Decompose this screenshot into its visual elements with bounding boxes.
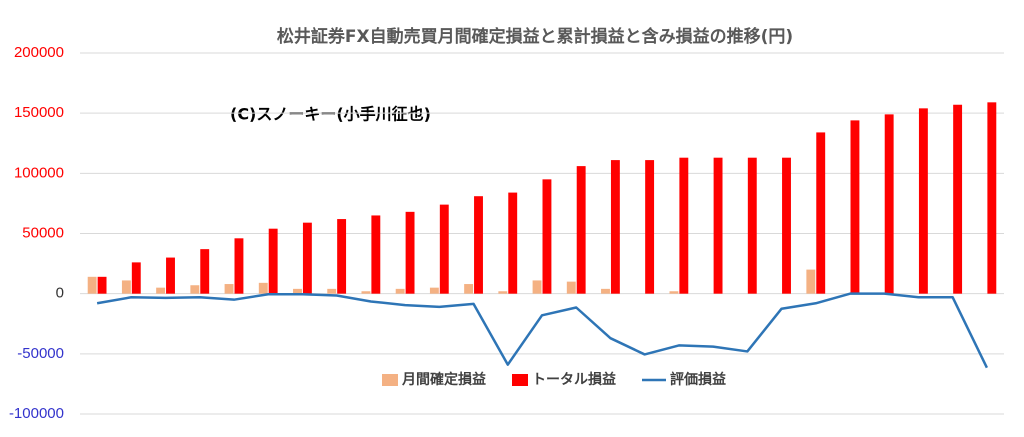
y-tick-label: 150000: [14, 104, 64, 121]
y-tick-label: 200000: [14, 44, 64, 61]
bar: [918, 108, 928, 294]
y-tick-label: -100000: [9, 405, 64, 422]
bar: [121, 280, 131, 294]
bar: [258, 282, 268, 294]
bar: [405, 211, 415, 294]
bar: [953, 104, 963, 294]
bar: [371, 215, 381, 294]
y-tick-label: -50000: [17, 345, 64, 362]
bar: [395, 288, 405, 294]
bar: [884, 114, 894, 294]
bar: [87, 276, 97, 294]
bar: [429, 287, 439, 294]
chart-title: 松井証券FX自動売買月間確定損益と累計損益と含み損益の推移(円): [277, 26, 793, 47]
bar: [97, 276, 107, 294]
bar: [234, 238, 244, 294]
bar: [337, 219, 347, 294]
bar: [464, 284, 474, 294]
bar: [361, 291, 371, 294]
bar: [327, 288, 337, 294]
y-tick-label: 50000: [22, 224, 64, 241]
bar: [782, 157, 791, 294]
bar: [166, 257, 175, 294]
bar: [293, 288, 302, 294]
y-tick-label: 0: [56, 285, 64, 302]
bar: [190, 285, 200, 294]
bar: [679, 157, 689, 294]
bar: [224, 284, 234, 294]
bar: [474, 196, 483, 294]
bar: [610, 160, 620, 294]
bar: [302, 222, 312, 294]
line-series: [96, 292, 989, 369]
bar: [542, 179, 552, 294]
legend-label: 評価損益: [670, 371, 726, 388]
bar: [987, 102, 997, 294]
bar: [439, 204, 449, 294]
legend-label: トータル損益: [532, 371, 616, 388]
bar: [498, 291, 508, 294]
bar: [713, 157, 723, 294]
bar: [669, 291, 679, 294]
legend-swatch: [512, 374, 528, 386]
annotation: (C)スノーキー(小手川征也): [230, 105, 431, 124]
bar: [200, 249, 210, 294]
bar: [508, 192, 518, 294]
legend-label: 月間確定損益: [401, 371, 486, 388]
bar: [576, 166, 586, 294]
bar: [156, 287, 166, 294]
bar: [268, 228, 278, 294]
bar: [532, 280, 542, 294]
bar: [806, 269, 816, 294]
bar: [816, 132, 826, 294]
legend-swatch: [382, 374, 398, 386]
bar: [131, 262, 141, 294]
bar: [601, 288, 610, 294]
bar: [645, 160, 655, 294]
bar: [566, 281, 576, 294]
bar: [850, 120, 860, 294]
bar: [747, 157, 757, 294]
y-tick-label: 100000: [14, 164, 64, 181]
